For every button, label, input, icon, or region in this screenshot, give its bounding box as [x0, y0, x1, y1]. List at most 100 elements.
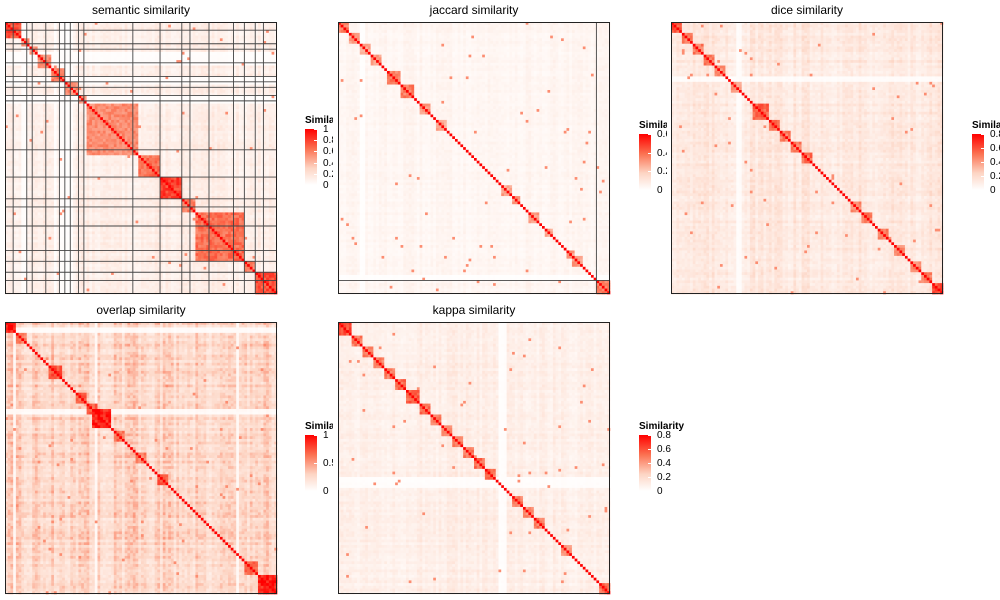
- heatmap-cell: [236, 130, 240, 134]
- heatmap-cell: [24, 57, 28, 61]
- heatmap-cell: [176, 117, 180, 121]
- heatmap-cell: [21, 46, 25, 50]
- heatmap-cell: [165, 98, 169, 102]
- heatmap-cell: [230, 141, 234, 145]
- heatmap-cell: [132, 30, 136, 34]
- heatmap-cell: [249, 106, 253, 110]
- heatmap-cell: [179, 152, 183, 156]
- heatmap-cell: [203, 152, 207, 156]
- heatmap-cell: [149, 95, 153, 99]
- heatmap-cell: [203, 155, 207, 159]
- heatmap-cell: [195, 76, 199, 80]
- heatmap-cell: [21, 68, 25, 72]
- heatmap-cell: [260, 60, 264, 64]
- heatmap-cell: [263, 144, 267, 148]
- heatmap-cell: [59, 46, 63, 50]
- heatmap-cell: [59, 117, 63, 121]
- heatmap-cell: [179, 51, 183, 55]
- heatmap-cell: [26, 81, 30, 85]
- heatmap-cell: [26, 90, 30, 94]
- heatmap-cell: [108, 30, 112, 34]
- heatmap-cell: [29, 95, 33, 99]
- heatmap-cell: [56, 111, 60, 115]
- heatmap-cell: [157, 111, 161, 115]
- heatmap-cell: [100, 54, 104, 58]
- heatmap-cell: [67, 98, 71, 102]
- heatmap-cell: [244, 109, 248, 113]
- heatmap-cell: [203, 65, 207, 69]
- heatmap-cell: [168, 100, 172, 104]
- heatmap-cell: [173, 43, 177, 47]
- heatmap-cell: [214, 136, 218, 140]
- heatmap-cell: [151, 100, 155, 104]
- heatmap-cell: [260, 68, 264, 72]
- heatmap-cell: [168, 62, 172, 66]
- heatmap-cell: [154, 60, 158, 64]
- heatmap-cell: [124, 133, 128, 137]
- heatmap-cell: [266, 38, 270, 42]
- heatmap-cell: [13, 24, 17, 28]
- heatmap-cell: [249, 30, 253, 34]
- heatmap-cell: [97, 95, 101, 99]
- heatmap-cell: [18, 149, 22, 153]
- heatmap-cell: [228, 79, 232, 83]
- heatmap-cell: [151, 117, 155, 121]
- heatmap-cell: [179, 22, 183, 26]
- heatmap-cell: [260, 65, 264, 69]
- heatmap-cell: [15, 30, 19, 34]
- heatmap-cell: [151, 147, 155, 151]
- heatmap-cell: [18, 30, 22, 34]
- heatmap-cell: [247, 90, 251, 94]
- heatmap-cell: [233, 57, 237, 61]
- heatmap-cell: [141, 30, 145, 34]
- heatmap-cell: [184, 30, 188, 34]
- heatmap-cell: [124, 57, 128, 61]
- heatmap-cell: [217, 98, 221, 102]
- heatmap-cell: [64, 49, 68, 53]
- heatmap-cell: [105, 98, 109, 102]
- heatmap-cell: [29, 41, 33, 45]
- heatmap-cell: [266, 149, 270, 153]
- heatmap-cell: [209, 128, 213, 132]
- heatmap-cell: [102, 57, 106, 61]
- heatmap-cell: [113, 38, 117, 42]
- heatmap-cell: [271, 87, 275, 91]
- heatmap-cell: [45, 65, 49, 69]
- heatmap-cell: [24, 144, 28, 148]
- heatmap-cell: [233, 68, 237, 72]
- heatmap-cell: [53, 81, 58, 85]
- heatmap-cell: [51, 46, 55, 50]
- heatmap-cell: [274, 92, 278, 96]
- heatmap-cell: [181, 130, 185, 134]
- heatmap-cell: [247, 27, 251, 31]
- heatmap-cell: [141, 141, 145, 145]
- heatmap-cell: [94, 122, 98, 126]
- heatmap-cell: [141, 133, 145, 137]
- heatmap-cell: [37, 54, 41, 58]
- heatmap-cell: [236, 106, 240, 110]
- heatmap-cell: [100, 70, 104, 75]
- heatmap-cell: [70, 41, 74, 45]
- heatmap-cell: [173, 147, 177, 151]
- heatmap-cell: [53, 49, 58, 53]
- heatmap-cell: [89, 27, 93, 31]
- heatmap-cell: [135, 111, 139, 115]
- heatmap-cell: [141, 79, 145, 83]
- heatmap-cell: [195, 90, 199, 94]
- heatmap-cell: [105, 149, 109, 153]
- heatmap-cell: [168, 155, 172, 159]
- heatmap-cell: [105, 70, 109, 75]
- heatmap-cell: [160, 95, 164, 99]
- heatmap-cell: [238, 119, 242, 123]
- heatmap-cell: [274, 111, 278, 115]
- heatmap-cell: [274, 90, 278, 94]
- heatmap-cell: [48, 79, 52, 83]
- heatmap-cell: [247, 38, 251, 42]
- heatmap-cell: [108, 84, 112, 88]
- heatmap-cell: [241, 43, 245, 47]
- heatmap-cell: [113, 32, 117, 36]
- heatmap-cell: [238, 133, 242, 137]
- heatmap-cell: [225, 103, 229, 107]
- heatmap-cell: [138, 43, 142, 47]
- heatmap-cell: [203, 149, 207, 153]
